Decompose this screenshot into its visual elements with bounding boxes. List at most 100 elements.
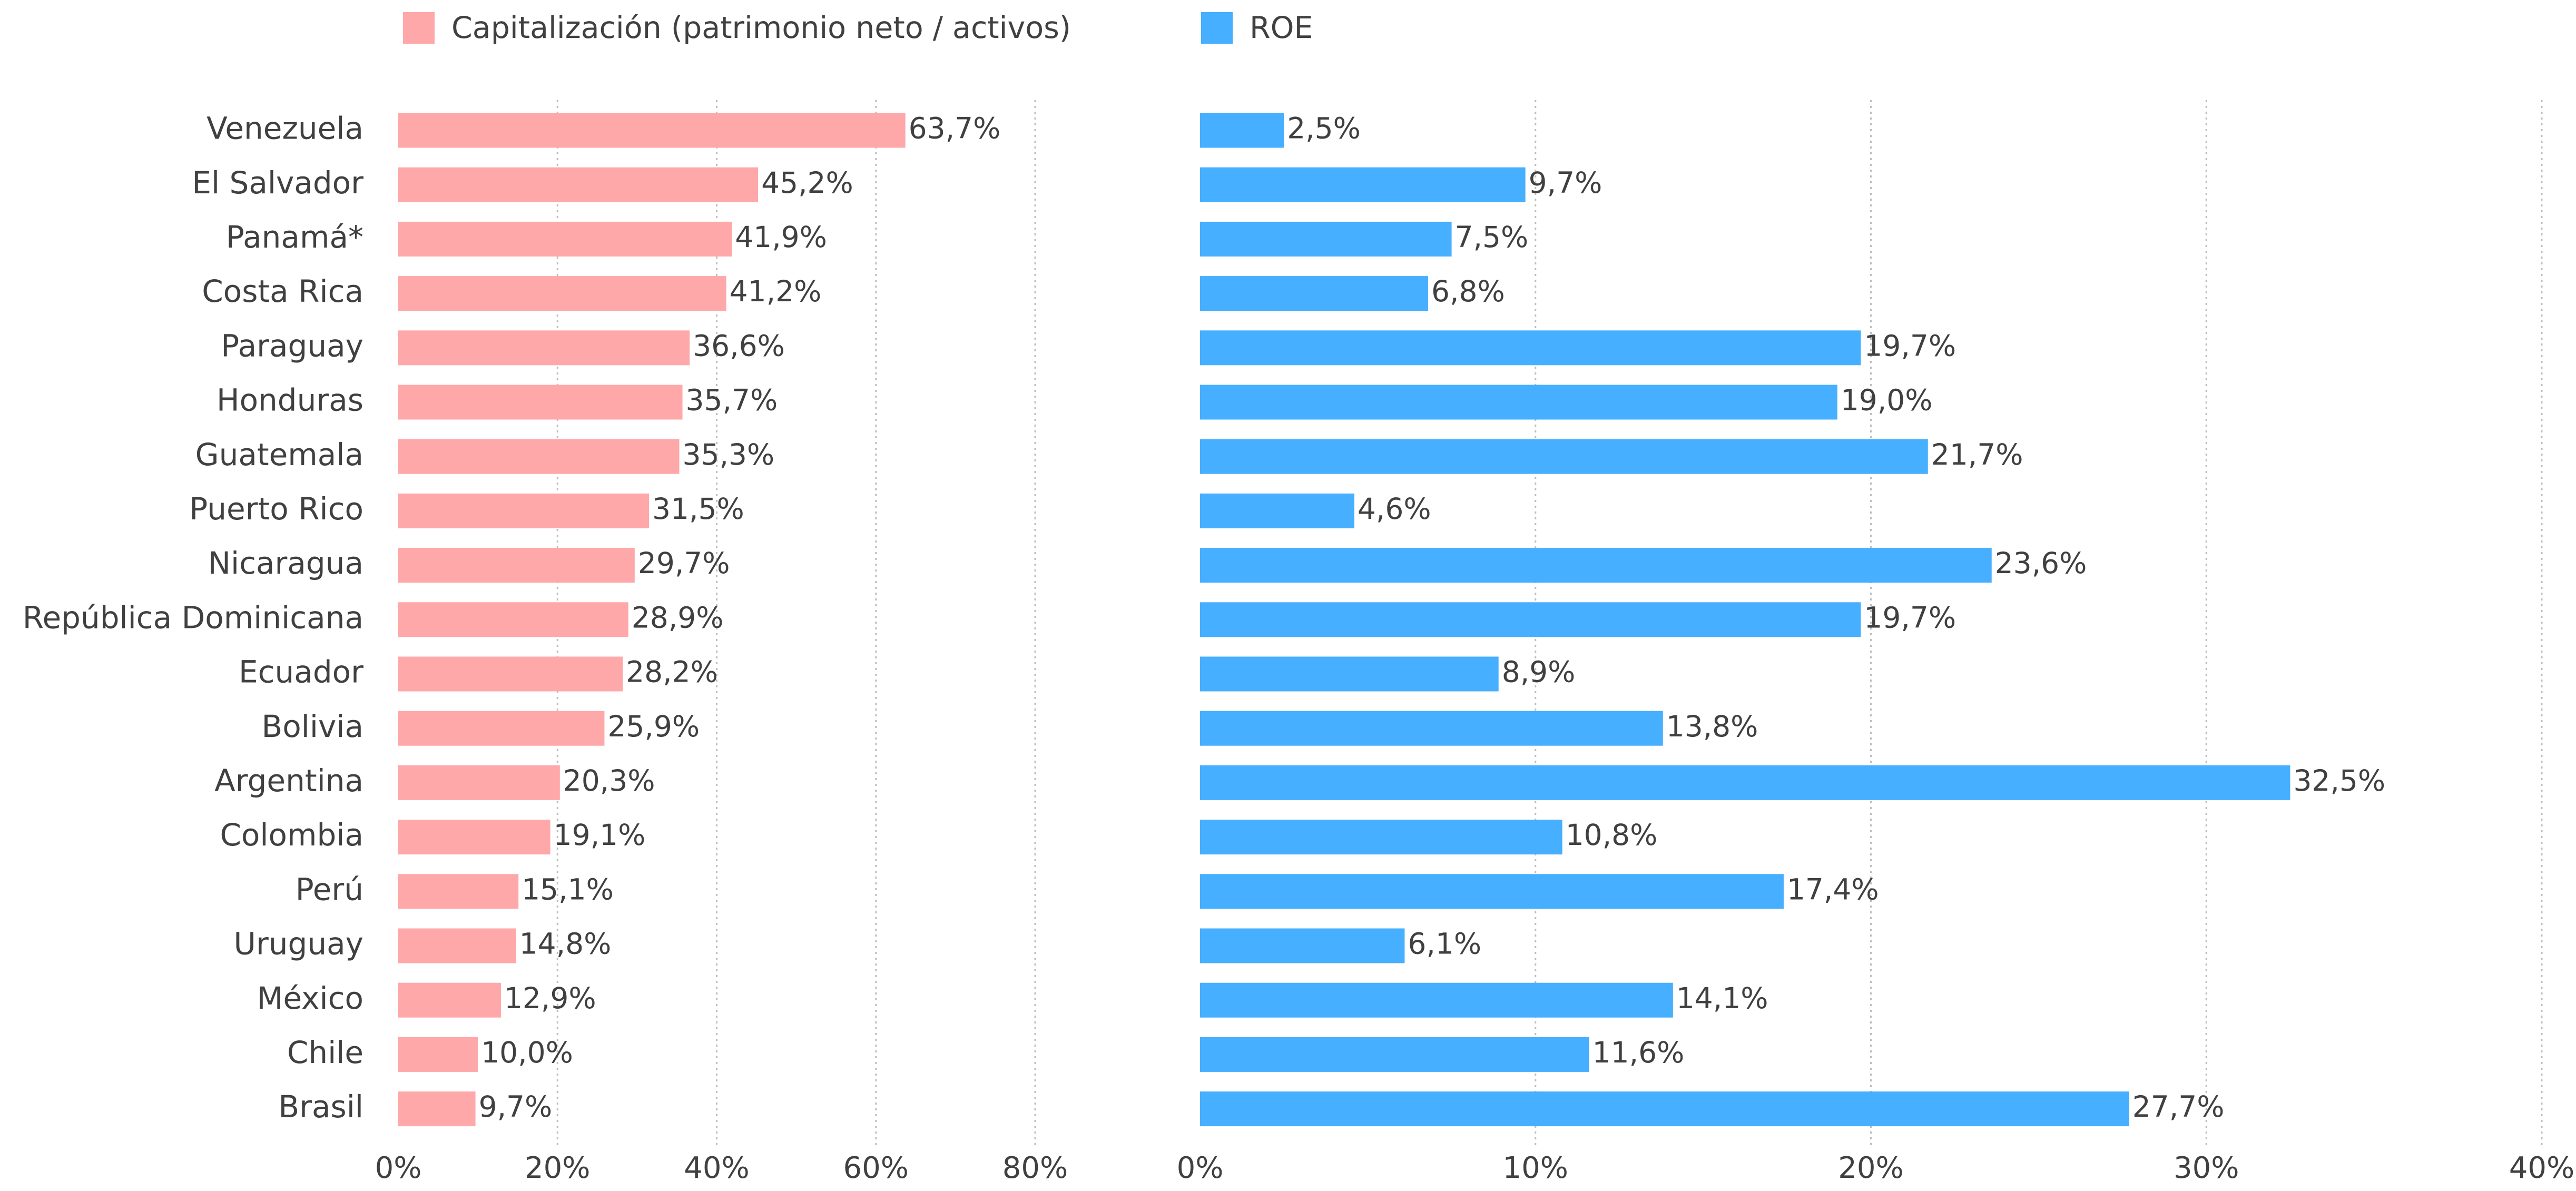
- data-label-roe: 8,9%: [1502, 655, 1576, 689]
- data-label-cap: 41,9%: [735, 220, 827, 254]
- legend-swatch-capitalizacion: [403, 12, 435, 44]
- bar-cap: [398, 982, 501, 1018]
- bar-roe: [1200, 113, 1284, 148]
- bar-roe: [1200, 167, 1526, 202]
- data-label-roe: 14,1%: [1676, 981, 1768, 1015]
- bar-roe: [1200, 385, 1837, 420]
- x-tick-label-cap: 60%: [843, 1151, 909, 1185]
- category-label: Colombia: [220, 817, 363, 853]
- data-label-roe: 17,4%: [1787, 872, 1879, 906]
- data-label-roe: 32,5%: [2293, 764, 2385, 798]
- legend-label-roe: ROE: [1250, 11, 1313, 45]
- data-label-cap: 41,2%: [730, 274, 822, 308]
- bar-cap: [398, 1091, 476, 1127]
- bar-roe: [1200, 548, 1992, 583]
- x-tick-label-roe: 40%: [2509, 1151, 2574, 1185]
- data-label-cap: 15,1%: [522, 872, 614, 906]
- data-label-roe: 4,6%: [1358, 492, 1431, 526]
- x-tick-label-roe: 10%: [1503, 1151, 1568, 1185]
- bar-cap: [398, 874, 519, 909]
- category-label: Brasil: [278, 1089, 363, 1125]
- data-label-roe: 11,6%: [1592, 1036, 1685, 1069]
- category-label: Guatemala: [195, 437, 363, 473]
- bar-cap: [398, 765, 560, 800]
- bar-cap: [398, 330, 690, 366]
- bar-cap: [398, 221, 732, 257]
- category-label: Uruguay: [234, 926, 364, 962]
- bar-cap: [398, 928, 516, 963]
- category-label: Ecuador: [239, 654, 363, 690]
- bar-cap: [398, 1037, 478, 1072]
- data-label-roe: 9,7%: [1529, 166, 1602, 200]
- x-tick-label-roe: 30%: [2174, 1151, 2239, 1185]
- data-label-cap: 14,8%: [519, 927, 612, 961]
- bar-cap: [398, 439, 680, 474]
- data-label-cap: 31,5%: [652, 492, 744, 526]
- bar-cap: [398, 602, 628, 637]
- bar-cap: [398, 656, 623, 692]
- category-label: El Salvador: [192, 165, 363, 201]
- bar-roe: [1200, 765, 2290, 800]
- data-label-cap: 28,2%: [626, 655, 718, 689]
- category-label: Argentina: [214, 763, 363, 799]
- data-label-roe: 2,5%: [1287, 112, 1361, 145]
- data-label-cap: 19,1%: [554, 818, 646, 852]
- legend-label-capitalizacion: Capitalización (patrimonio neto / activo…: [451, 11, 1071, 45]
- data-label-roe: 21,7%: [1931, 438, 2023, 471]
- data-label-roe: 23,6%: [1995, 546, 2087, 580]
- data-label-cap: 25,9%: [607, 710, 700, 743]
- data-label-cap: 29,7%: [638, 546, 730, 580]
- category-label: Panamá*: [226, 219, 363, 255]
- bar-roe: [1200, 493, 1354, 528]
- bar-roe: [1200, 1091, 2129, 1127]
- category-label: Honduras: [217, 382, 363, 418]
- bar-roe: [1200, 330, 1861, 366]
- bar-roe: [1200, 656, 1499, 692]
- bar-cap: [398, 493, 650, 528]
- bar-roe: [1200, 221, 1452, 257]
- data-label-roe: 7,5%: [1455, 220, 1529, 254]
- data-label-cap: 28,9%: [632, 601, 724, 634]
- category-label: Puerto Rico: [189, 491, 363, 527]
- data-label-roe: 6,1%: [1408, 927, 1481, 961]
- legend-swatch-roe: [1201, 12, 1233, 44]
- bar-cap: [398, 548, 635, 583]
- data-label-cap: 35,3%: [682, 438, 774, 471]
- category-label: Costa Rica: [202, 273, 363, 309]
- bar-roe: [1200, 711, 1663, 746]
- data-label-roe: 10,8%: [1566, 818, 1658, 852]
- bar-cap: [398, 385, 683, 420]
- bar-roe: [1200, 928, 1405, 963]
- category-label: Paraguay: [221, 328, 363, 363]
- bar-cap: [398, 276, 726, 311]
- data-label-cap: 63,7%: [909, 112, 1001, 145]
- x-tick-label-cap: 0%: [375, 1151, 422, 1185]
- category-label: Venezuela: [207, 111, 363, 146]
- data-label-cap: 9,7%: [479, 1090, 553, 1124]
- legend-roe: ROE: [1201, 9, 1313, 46]
- data-label-roe: 27,7%: [2132, 1090, 2225, 1124]
- category-label: Bolivia: [262, 708, 363, 744]
- category-label: Perú: [296, 871, 363, 907]
- bar-roe: [1200, 874, 1784, 909]
- x-tick-label-roe: 0%: [1177, 1151, 1224, 1185]
- bar-roe: [1200, 439, 1928, 474]
- legend-capitalizacion: Capitalización (patrimonio neto / activo…: [403, 9, 1071, 46]
- bar-roe: [1200, 276, 1428, 311]
- bar-roe: [1200, 602, 1861, 637]
- category-label: Chile: [287, 1035, 363, 1070]
- data-label-roe: 19,7%: [1864, 601, 1956, 634]
- bar-cap: [398, 113, 906, 148]
- data-label-cap: 12,9%: [504, 981, 596, 1015]
- x-tick-label-cap: 20%: [525, 1151, 590, 1185]
- x-tick-label-cap: 40%: [684, 1151, 749, 1185]
- category-label: México: [257, 980, 363, 1016]
- x-tick-label-roe: 20%: [1838, 1151, 1903, 1185]
- data-label-cap: 10,0%: [481, 1036, 573, 1069]
- category-label: República Dominicana: [23, 599, 363, 635]
- data-label-cap: 36,6%: [693, 329, 785, 362]
- category-label: Nicaragua: [208, 545, 363, 581]
- bar-roe: [1200, 1037, 1589, 1072]
- bar-cap: [398, 167, 759, 202]
